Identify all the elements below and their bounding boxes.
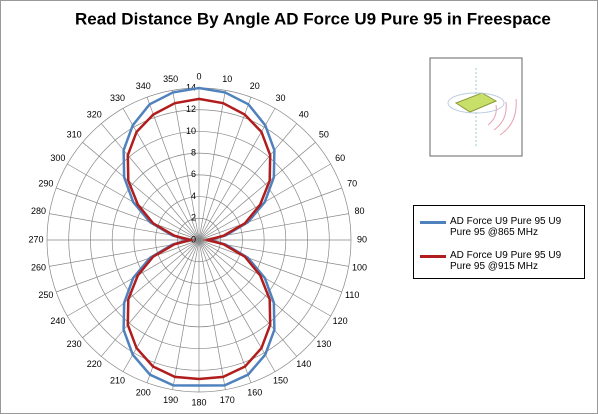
angle-label: 200 (136, 388, 151, 398)
spoke (198, 239, 226, 390)
radial-tick-label: 14 (186, 82, 196, 92)
legend-item: AD Force U9 Pure 95 U9 Pure 95 @915 MHz (420, 250, 580, 272)
angle-label: 20 (250, 81, 260, 91)
radial-tick-label: 6 (191, 169, 196, 179)
angle-label: 110 (345, 290, 359, 300)
spoke (122, 108, 200, 241)
spoke (198, 239, 297, 357)
spoke (198, 239, 252, 383)
angle-label: 330 (110, 93, 125, 103)
spoke (198, 239, 342, 293)
spoke (198, 97, 252, 241)
spoke (172, 239, 200, 390)
angle-label: 280 (31, 206, 46, 216)
spoke (101, 239, 200, 357)
spoke (198, 123, 297, 241)
angle-label: 180 (191, 397, 206, 407)
angle-label: 260 (31, 263, 46, 273)
spoke (101, 123, 200, 241)
spoke (56, 187, 200, 241)
angle-label: 150 (273, 376, 288, 386)
legend-label: AD Force U9 Pure 95 U9 Pure 95 @915 MHz (450, 250, 562, 272)
spoke (146, 97, 200, 241)
angle-label: 210 (110, 376, 125, 386)
spoke (198, 90, 226, 241)
chart-title: Read Distance By Angle AD Force U9 Pure … (75, 9, 551, 28)
antenna-icon (429, 57, 523, 157)
angle-label: 30 (275, 93, 285, 103)
angle-label: 220 (87, 359, 102, 369)
spoke (82, 142, 200, 241)
spoke (82, 239, 200, 338)
spoke (56, 239, 200, 293)
angle-label: 60 (335, 153, 345, 163)
angle-label: 130 (316, 339, 331, 349)
legend-swatch (420, 255, 446, 258)
angle-label: 160 (247, 388, 262, 398)
angle-label: 290 (38, 179, 53, 189)
angle-label: 320 (87, 110, 102, 120)
legend-item: AD Force U9 Pure 95 U9 Pure 95 @865 MHz (420, 216, 580, 238)
spoke (198, 239, 316, 338)
series-line (122, 86, 276, 387)
series-line (126, 97, 272, 381)
angle-label: 70 (347, 179, 357, 189)
angle-label: 250 (38, 290, 53, 300)
radial-tick-label: 4 (191, 191, 196, 201)
spoke (198, 142, 316, 241)
spoke (198, 108, 276, 241)
radial-tick-label: 8 (191, 148, 196, 158)
angle-label: 310 (67, 130, 82, 140)
angle-label: 0 (196, 71, 201, 81)
angle-label: 300 (50, 153, 65, 163)
spoke (122, 239, 200, 372)
angle-label: 80 (355, 206, 365, 216)
angle-label: 90 (357, 234, 367, 244)
radial-tick-label: 2 (191, 213, 196, 223)
angle-label: 270 (28, 234, 43, 244)
radial-tick-label: 0 (191, 234, 196, 244)
angle-label: 50 (319, 130, 329, 140)
angle-label: 140 (296, 359, 311, 369)
angle-label: 190 (163, 395, 178, 405)
angle-label: 240 (50, 316, 65, 326)
spoke (146, 239, 200, 383)
spoke (198, 239, 276, 372)
radial-tick-label: 10 (186, 126, 196, 136)
angle-label: 40 (299, 110, 309, 120)
angle-label: 10 (222, 74, 232, 84)
angle-label: 230 (67, 339, 82, 349)
spoke (172, 90, 200, 241)
angle-label: 120 (333, 316, 348, 326)
angle-label: 100 (352, 263, 367, 273)
angle-label: 350 (163, 74, 178, 84)
angle-label: 170 (220, 395, 235, 405)
spoke (198, 187, 342, 241)
legend: AD Force U9 Pure 95 U9 Pure 95 @865 MHz A… (413, 205, 585, 279)
radial-tick-label: 12 (186, 104, 196, 114)
angle-label: 340 (136, 81, 151, 91)
legend-swatch (420, 221, 446, 224)
legend-label: AD Force U9 Pure 95 U9 Pure 95 @865 MHz (450, 216, 562, 238)
